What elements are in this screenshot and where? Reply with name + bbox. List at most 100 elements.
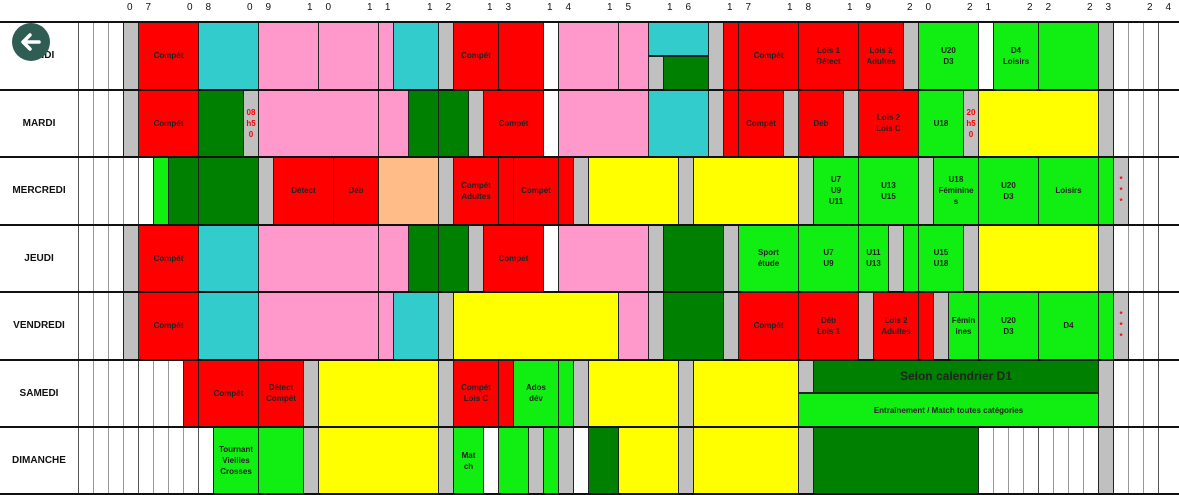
labeled-slot: U20 D3 [978, 292, 1039, 360]
slot [378, 224, 409, 292]
slot [198, 224, 259, 292]
labeled-slot: Compét [738, 89, 784, 157]
grid-line [78, 22, 79, 495]
slot [378, 157, 439, 225]
slot [558, 224, 649, 292]
slot [498, 22, 544, 90]
labeled-slot: Lois 2 Lois C [858, 89, 919, 157]
slot [1098, 292, 1114, 360]
hour-label: 14 [547, 2, 585, 13]
slot [303, 427, 319, 495]
labeled-slot: U7 U9 U11 [813, 157, 859, 225]
labeled-slot: Compét [513, 157, 559, 225]
slot [318, 22, 379, 90]
hour-label: 16 [667, 2, 705, 13]
hour-label: 10 [307, 2, 345, 13]
slot [498, 359, 514, 427]
slot [198, 292, 259, 360]
labeled-slot: U18 [918, 89, 964, 157]
slot [393, 22, 439, 90]
labeled-slot: D4 [1038, 292, 1099, 360]
slot [408, 89, 439, 157]
slot [798, 359, 814, 394]
labeled-slot: U11 U13 [858, 224, 889, 292]
slot [1098, 22, 1114, 90]
slot [258, 224, 379, 292]
slot [393, 292, 439, 360]
labeled-slot: U20 D3 [918, 22, 979, 90]
row-line [0, 88, 1179, 91]
slot [303, 359, 319, 427]
slot [438, 157, 454, 225]
slot [453, 292, 619, 360]
labeled-slot: Compét Lois C [453, 359, 499, 427]
slot [588, 427, 619, 495]
slot [693, 359, 799, 427]
slot [783, 89, 799, 157]
slot [183, 359, 199, 427]
slot [723, 292, 739, 360]
slot [1098, 157, 1114, 225]
day-label: DIMANCHE [12, 455, 66, 467]
slot [558, 22, 619, 90]
slot [123, 89, 139, 157]
slot [678, 427, 694, 495]
labeled-slot: Mat ch [453, 427, 484, 495]
slot [378, 22, 394, 90]
labeled-slot: Compét [738, 292, 799, 360]
slot [438, 427, 454, 495]
slot [438, 292, 454, 360]
day-label: VENDREDI [13, 320, 65, 332]
labeled-slot: Compét [483, 89, 544, 157]
slot [708, 22, 724, 90]
slot [648, 22, 709, 56]
hour-label: 24 [1147, 2, 1171, 13]
slot [528, 427, 544, 495]
labeled-slot: * * * [1113, 292, 1129, 360]
labeled-slot: Compét [738, 22, 799, 90]
slot [123, 292, 139, 360]
slot [618, 22, 649, 90]
slot [918, 292, 934, 360]
slot [573, 359, 589, 427]
labeled-slot: Compét [138, 224, 199, 292]
row-line [0, 426, 1179, 428]
slot [648, 224, 664, 292]
back-button[interactable] [12, 23, 50, 61]
hour-label: 09 [247, 2, 285, 13]
labeled-slot: Déb [333, 157, 379, 225]
slot [723, 224, 739, 292]
slot [648, 55, 664, 90]
labeled-slot: 08 h5 0 [243, 89, 259, 157]
labeled-slot: Fémin ines [948, 292, 979, 360]
slot [258, 292, 379, 360]
labeled-slot: Ados dév [513, 359, 559, 427]
slot [318, 359, 439, 427]
slot [1098, 427, 1114, 495]
labeled-slot: Tournant Vieilles Crosses [213, 427, 259, 495]
slot [678, 359, 694, 427]
hour-label: 18 [787, 2, 825, 13]
labeled-slot: Compét [138, 89, 199, 157]
grid-line [1128, 22, 1129, 495]
row-line [0, 291, 1179, 293]
slot [543, 427, 559, 495]
row-line [0, 358, 1179, 361]
slot [663, 55, 709, 90]
labeled-slot: U15 U18 [918, 224, 964, 292]
hour-label: 07 [127, 2, 165, 13]
hour-label: 21 [967, 2, 1005, 13]
slot [198, 157, 259, 225]
slot [843, 89, 859, 157]
labeled-slot: Sport étude [738, 224, 799, 292]
slot [558, 359, 574, 427]
slot [573, 157, 589, 225]
slot [558, 157, 574, 225]
hour-label: 08 [187, 2, 225, 13]
slot [258, 22, 319, 90]
row-line [0, 223, 1179, 226]
labeled-slot: Selon calendrier D1 [813, 359, 1099, 394]
hour-label: 20 [907, 2, 945, 13]
slot [258, 89, 379, 157]
